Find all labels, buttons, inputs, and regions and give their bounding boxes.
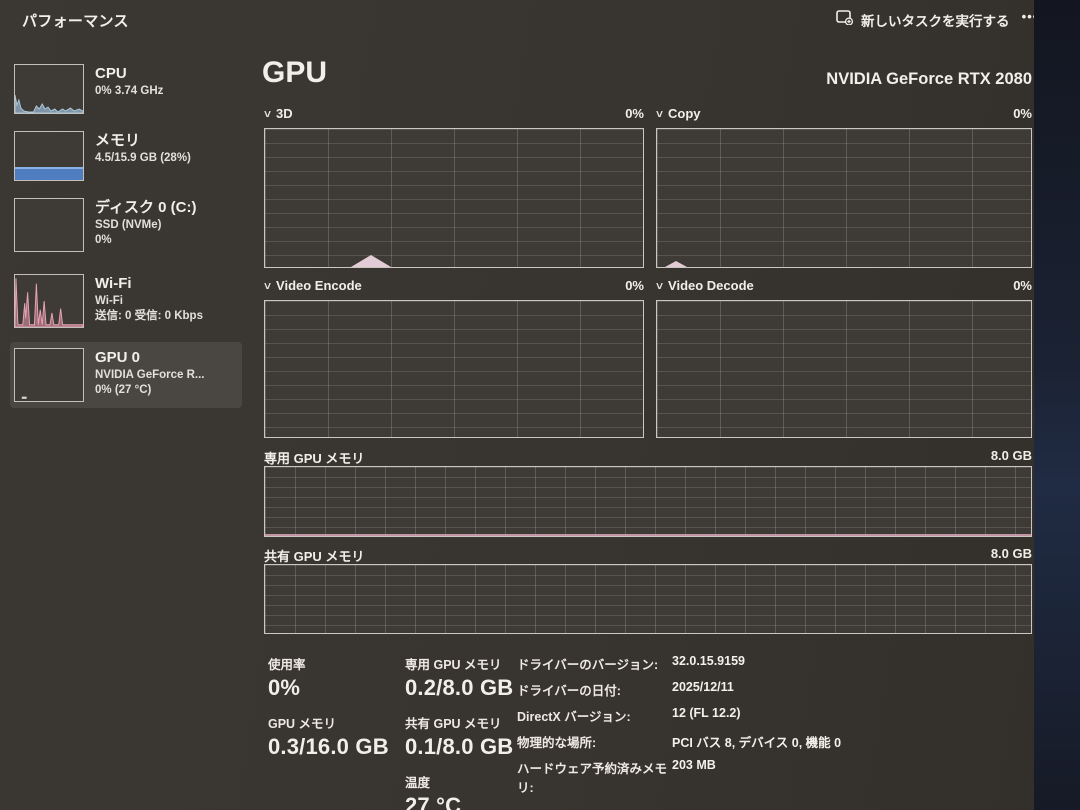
chart-3d-label: 3D [276,106,293,121]
stats-column-2: 専用 GPU メモリ 0.2/8.0 GB 共有 GPU メモリ 0.1/8.0… [405,654,530,810]
usage-value: 0% [268,675,301,700]
dedicated-memory-label: 専用 GPU メモリ [264,451,365,466]
gpu-mini-chart [14,348,84,402]
driver-details: ドライバーのバージョン: 32.0.15.9159 ドライバーの日付: 2025… [517,654,987,803]
sidebar-cpu-title: CPU [95,65,127,82]
desktop-background-edge [1034,0,1080,810]
gpu-memory-label: GPU メモリ [268,717,337,731]
sidebar-gpu-title: GPU 0 [95,349,141,366]
shared-gpu-memory-label: 共有 GPU メモリ [405,717,502,731]
physical-location-value: PCI バス 8, デバイス 0, 機能 0 [672,736,842,750]
chevron-down-icon: ˅ [656,279,664,293]
sidebar-memory-title: メモリ [95,132,141,149]
dedicated-gpu-memory-value: 0.2/8.0 GB [405,675,514,700]
dedicated-memory-usage-line [265,534,1031,536]
gpu-pane-title: GPU [262,56,328,89]
chart-header-video-encode[interactable]: ˅ Video Encode 0% [264,278,644,296]
gpu-device-name: NVIDIA GeForce RTX 2080 [826,70,1032,88]
chart-3d [264,128,644,268]
page-title: パフォーマンス [22,13,129,30]
detail-row: 物理的な場所: PCI バス 8, デバイス 0, 機能 0 [517,732,987,751]
chart-copy-spike [665,261,687,267]
task-manager-window: パフォーマンス 新しいタスクを実行する ••• [0,0,1043,810]
sidebar-gpu-sub1: NVIDIA GeForce R... [95,369,205,381]
sidebar-wifi-title: Wi-Fi [95,275,132,292]
cpu-mini-chart [14,64,84,114]
chart-header-copy[interactable]: ˅ Copy 0% [656,106,1032,124]
temperature-value: 27 °C [405,793,462,810]
run-new-task-button[interactable]: 新しいタスクを実行する [828,6,1018,34]
top-bar: パフォーマンス 新しいタスクを実行する ••• [0,0,1043,40]
chart-video-decode [656,300,1032,438]
shared-memory-max: 8.0 GB [990,546,1032,561]
detail-row: ドライバーのバージョン: 32.0.15.9159 [517,654,987,673]
directx-version-label: DirectX バージョン: [517,710,631,724]
detail-row: ドライバーの日付: 2025/12/11 [517,680,987,699]
sidebar-disk-sub2: 0% [95,234,112,246]
temperature-label: 温度 [405,776,431,790]
sidebar-wifi-sub2: 送信: 0 受信: 0 Kbps [95,310,203,322]
dedicated-memory-max: 8.0 GB [990,448,1032,463]
chart-3d-spike [351,255,391,267]
chart-dedicated-memory [264,466,1032,537]
chevron-down-icon: ˅ [264,279,272,293]
sidebar-gpu-sub2: 0% (27 °C) [95,384,152,396]
sidebar-item-memory[interactable]: メモリ 4.5/15.9 GB (28%) [10,125,242,187]
sidebar-item-wifi[interactable]: Wi-Fi Wi-Fi 送信: 0 受信: 0 Kbps [10,268,242,334]
chart-copy-value: 0% [1013,106,1032,121]
chart-header-video-decode[interactable]: ˅ Video Decode 0% [656,278,1032,296]
driver-date-label: ドライバーの日付: [517,684,621,698]
dedicated-gpu-memory-label: 専用 GPU メモリ [405,658,502,672]
sidebar-disk-title: ディスク 0 (C:) [95,199,197,216]
sidebar-cpu-sub: 0% 3.74 GHz [95,85,164,97]
chart-video-encode-value: 0% [625,278,644,293]
chart-header-shared-memory: 共有 GPU メモリ 8.0 GB [264,546,1032,564]
usage-label: 使用率 [268,658,306,672]
wifi-mini-chart [14,274,84,328]
sidebar-disk-sub1: SSD (NVMe) [95,219,162,231]
sidebar-memory-sub: 4.5/15.9 GB (28%) [95,152,191,164]
chart-header-3d[interactable]: ˅ 3D 0% [264,106,644,124]
shared-gpu-memory-value: 0.1/8.0 GB [405,734,514,759]
run-new-task-icon [836,10,854,30]
chart-3d-value: 0% [625,106,644,121]
run-new-task-label: 新しいタスクを実行する [861,14,1010,29]
chart-copy-label: Copy [668,106,701,121]
gpu-memory-value: 0.3/16.0 GB [268,734,389,759]
disk-mini-chart [14,198,84,252]
more-options-icon[interactable]: ••• [1021,8,1039,24]
shared-memory-label: 共有 GPU メモリ [264,549,365,564]
chart-header-dedicated-memory: 専用 GPU メモリ 8.0 GB [264,448,1032,466]
physical-location-label: 物理的な場所: [517,736,597,750]
driver-version-value: 32.0.15.9159 [672,654,745,668]
chart-copy [656,128,1032,268]
stats-column-1: 使用率 0% GPU メモリ 0.3/16.0 GB [268,654,398,772]
chart-video-encode [264,300,644,438]
detail-row: DirectX バージョン: 12 (FL 12.2) [517,706,987,725]
chevron-down-icon: ˅ [264,107,272,121]
sidebar-item-disk[interactable]: ディスク 0 (C:) SSD (NVMe) 0% [10,192,242,258]
sidebar-item-cpu[interactable]: CPU 0% 3.74 GHz [10,58,242,120]
sidebar-wifi-sub1: Wi-Fi [95,295,123,307]
chart-video-decode-label: Video Decode [668,278,754,293]
chart-shared-memory [264,564,1032,634]
chart-video-decode-value: 0% [1013,278,1032,293]
chevron-down-icon: ˅ [656,107,664,121]
detail-row: ハードウェア予約済みメモリ: 203 MB [517,758,987,796]
driver-version-label: ドライバーのバージョン: [517,658,659,672]
hw-reserved-memory-label: ハードウェア予約済みメモリ: [517,762,668,795]
memory-mini-chart [14,131,84,181]
hw-reserved-memory-value: 203 MB [672,758,716,772]
driver-date-value: 2025/12/11 [672,680,734,694]
sidebar-item-gpu[interactable]: GPU 0 NVIDIA GeForce R... 0% (27 °C) [10,342,242,408]
chart-video-encode-label: Video Encode [276,278,362,293]
directx-version-value: 12 (FL 12.2) [672,706,741,720]
